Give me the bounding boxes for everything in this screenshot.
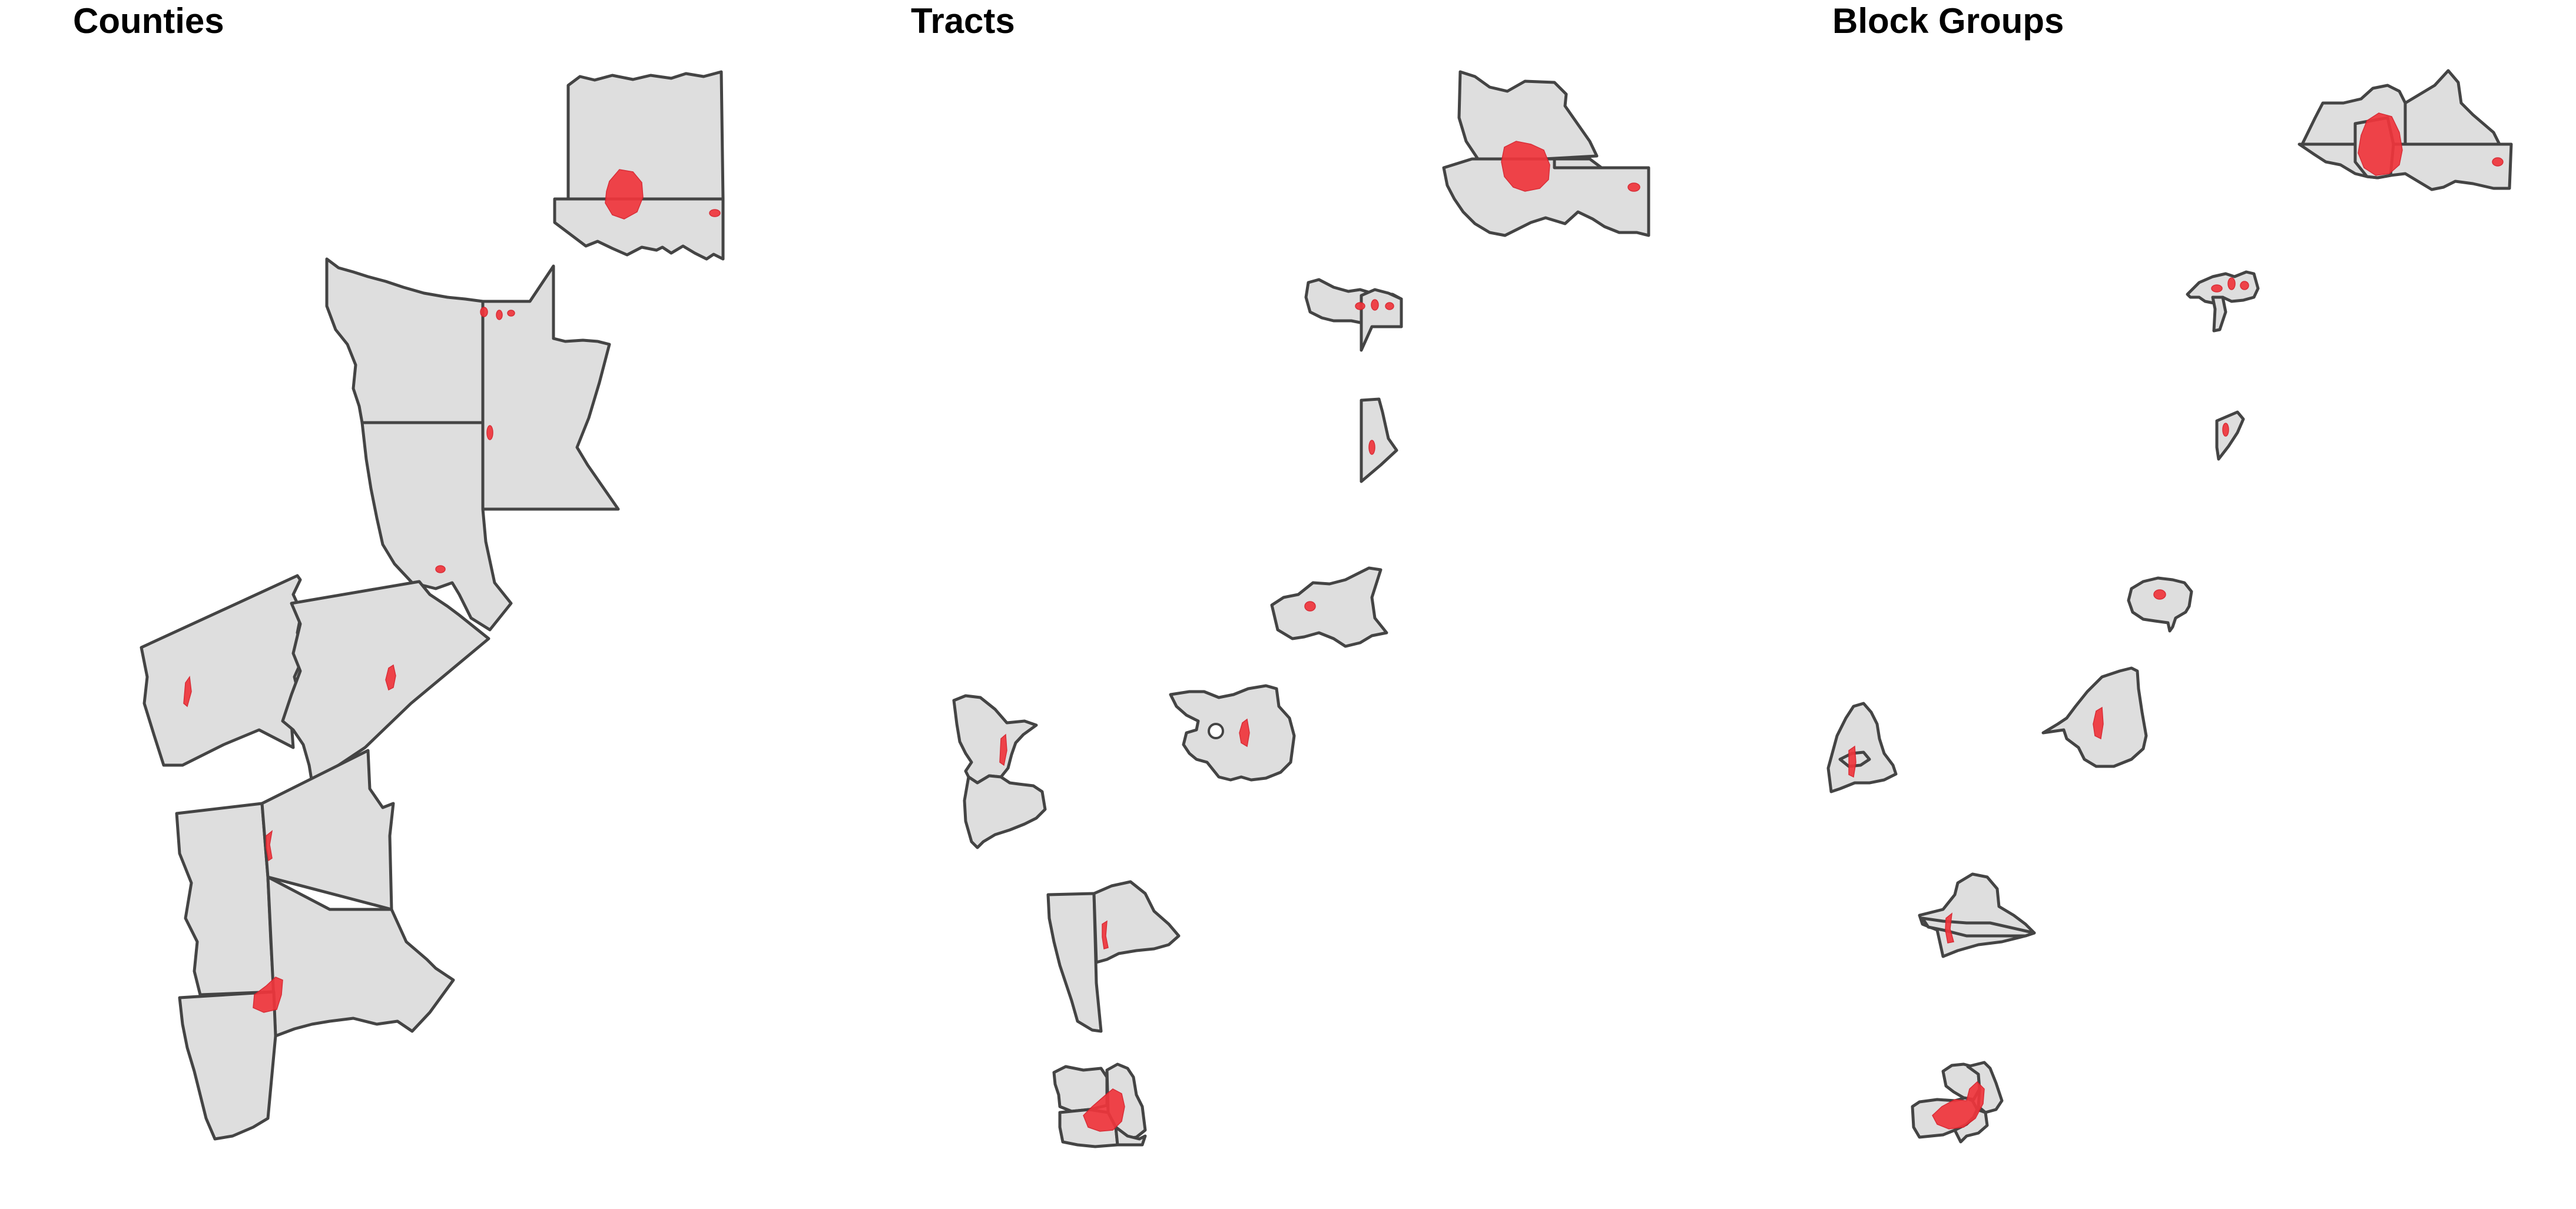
place-highlight — [709, 209, 721, 217]
tract-polygon — [1442, 157, 1650, 237]
place-highlight — [1368, 440, 1375, 455]
tract-polygon — [1114, 1125, 1147, 1147]
tract-polygon — [1360, 397, 1398, 483]
block-group-polygon — [2211, 295, 2227, 333]
place-highlight — [435, 565, 446, 573]
place-highlight — [1627, 182, 1640, 192]
place-highlight — [2358, 112, 2403, 176]
block-group-polygon — [1918, 872, 2036, 958]
place-highlight — [999, 733, 1007, 766]
tract-polygon — [1457, 70, 1599, 161]
county-polygon — [178, 990, 277, 1141]
place-highlight — [1385, 302, 1394, 310]
tract-hole — [1208, 723, 1224, 739]
place-highlight — [1355, 302, 1365, 310]
county-polygon — [360, 421, 513, 632]
panel-title-block-groups: Block Groups — [1832, 1, 2064, 41]
county-polygon — [325, 257, 485, 424]
place-highlight — [183, 675, 192, 708]
county-polygon — [553, 197, 725, 261]
place-highlight — [2240, 281, 2249, 290]
place-highlight — [605, 169, 644, 220]
place-highlight — [385, 664, 396, 691]
place-highlight — [2093, 706, 2104, 740]
county-polygon — [481, 264, 620, 511]
place-highlight — [480, 307, 488, 317]
county-polygon — [140, 574, 307, 767]
block-group-polygon — [2127, 576, 2193, 633]
place-highlight — [2153, 589, 2166, 600]
place-highlight — [1848, 745, 1856, 778]
place-highlight — [1102, 920, 1109, 949]
tract-polygon — [1046, 892, 1103, 1033]
tract-polygon — [1092, 880, 1181, 964]
county-polygon — [566, 70, 725, 201]
place-highlight — [2211, 284, 2223, 293]
place-highlight — [253, 976, 283, 1013]
tract-polygon — [1169, 684, 1296, 782]
place-highlight — [486, 425, 493, 440]
county-polygon — [266, 875, 455, 1038]
place-highlight — [1304, 601, 1316, 612]
place-highlight — [1083, 1088, 1125, 1132]
tract-polygon — [963, 774, 1047, 849]
tracts-map — [952, 70, 1650, 1148]
block-group-polygon — [2403, 69, 2501, 146]
block-groups-map — [1826, 69, 2513, 1144]
place-highlight — [496, 310, 503, 320]
tract-polygon — [1553, 157, 1603, 170]
place-highlight — [2227, 277, 2236, 290]
tract-polygon — [1360, 288, 1403, 352]
place-highlight — [1945, 912, 1954, 944]
place-highlight — [2222, 423, 2229, 437]
panel-title-counties: Counties — [73, 1, 224, 41]
place-highlight — [1932, 1081, 1985, 1130]
block-group-polygon — [2186, 270, 2260, 305]
county-polygon — [175, 802, 276, 997]
place-highlight — [2492, 157, 2504, 167]
county-polygon — [260, 749, 395, 911]
county-polygon — [281, 580, 490, 785]
counties-map — [140, 70, 725, 1141]
place-highlight — [1239, 718, 1250, 748]
tract-polygon — [952, 694, 1038, 785]
tract-polygon — [1270, 566, 1388, 648]
place-highlight — [507, 310, 515, 317]
panel-title-tracts: Tracts — [911, 1, 1015, 41]
place-highlight — [266, 830, 273, 862]
block-group-polygon — [2215, 410, 2245, 461]
block-group-polygon — [2297, 142, 2513, 191]
place-highlight — [1501, 141, 1550, 192]
block-group-polygon — [1826, 702, 1898, 793]
place-highlight — [1371, 299, 1379, 311]
